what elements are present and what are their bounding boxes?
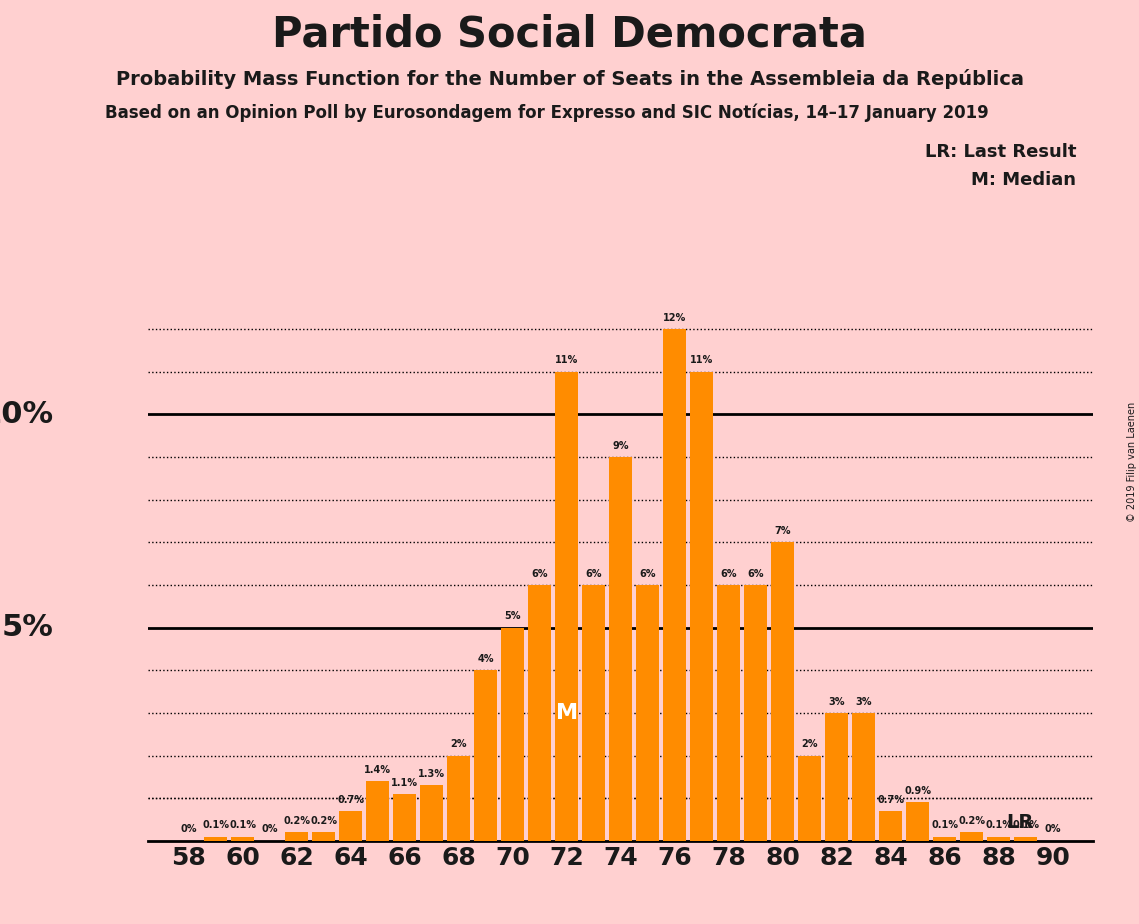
Text: 10%: 10%: [0, 400, 54, 429]
Text: 1.1%: 1.1%: [391, 777, 418, 787]
Bar: [528, 585, 551, 841]
Bar: [798, 756, 821, 841]
Text: 6%: 6%: [532, 568, 548, 578]
Bar: [285, 833, 309, 841]
Text: 6%: 6%: [639, 568, 656, 578]
Text: 3%: 3%: [828, 697, 845, 707]
Bar: [474, 670, 498, 841]
Bar: [960, 833, 983, 841]
Text: 11%: 11%: [690, 356, 713, 365]
Text: 0.1%: 0.1%: [229, 821, 256, 830]
Text: 11%: 11%: [555, 356, 579, 365]
Text: M: M: [556, 703, 577, 723]
Text: 2%: 2%: [802, 739, 818, 749]
Bar: [771, 542, 794, 841]
Text: M: Median: M: Median: [972, 171, 1076, 188]
Bar: [718, 585, 740, 841]
Bar: [933, 836, 957, 841]
Bar: [690, 371, 713, 841]
Bar: [501, 627, 524, 841]
Bar: [609, 457, 632, 841]
Bar: [393, 794, 416, 841]
Text: 9%: 9%: [613, 441, 629, 451]
Bar: [339, 811, 362, 841]
Bar: [448, 756, 470, 841]
Text: 0.9%: 0.9%: [904, 786, 932, 796]
Text: © 2019 Filip van Laenen: © 2019 Filip van Laenen: [1126, 402, 1137, 522]
Text: Partido Social Democrata: Partido Social Democrata: [272, 14, 867, 55]
Text: 6%: 6%: [585, 568, 603, 578]
Bar: [663, 329, 687, 841]
Text: 5%: 5%: [505, 611, 521, 621]
Text: 2%: 2%: [450, 739, 467, 749]
Text: Based on an Opinion Poll by Eurosondagem for Expresso and SIC Notícias, 14–17 Ja: Based on an Opinion Poll by Eurosondagem…: [105, 103, 989, 122]
Bar: [879, 811, 902, 841]
Text: 5%: 5%: [1, 614, 54, 642]
Text: 4%: 4%: [477, 654, 494, 663]
Text: 0.2%: 0.2%: [284, 816, 310, 826]
Bar: [231, 836, 254, 841]
Text: LR: LR: [1007, 813, 1034, 833]
Bar: [312, 833, 335, 841]
Bar: [852, 713, 876, 841]
Bar: [1015, 836, 1038, 841]
Text: 0%: 0%: [1044, 824, 1062, 834]
Bar: [582, 585, 605, 841]
Bar: [637, 585, 659, 841]
Text: 0.2%: 0.2%: [958, 816, 985, 826]
Text: 0.7%: 0.7%: [877, 795, 904, 805]
Bar: [744, 585, 768, 841]
Bar: [826, 713, 849, 841]
Text: 1.3%: 1.3%: [418, 769, 445, 779]
Text: 0.1%: 0.1%: [202, 821, 229, 830]
Bar: [204, 836, 227, 841]
Bar: [420, 785, 443, 841]
Text: LR: Last Result: LR: Last Result: [925, 143, 1076, 161]
Bar: [907, 802, 929, 841]
Bar: [366, 781, 390, 841]
Text: 6%: 6%: [747, 568, 764, 578]
Text: 0.7%: 0.7%: [337, 795, 364, 805]
Text: 0.1%: 0.1%: [932, 821, 958, 830]
Text: 0%: 0%: [261, 824, 278, 834]
Text: Probability Mass Function for the Number of Seats in the Assembleia da República: Probability Mass Function for the Number…: [115, 69, 1024, 90]
Text: 0.2%: 0.2%: [310, 816, 337, 826]
Text: 0.1%: 0.1%: [1013, 821, 1040, 830]
Text: 0.1%: 0.1%: [985, 821, 1013, 830]
Text: 1.4%: 1.4%: [364, 765, 391, 774]
Text: 3%: 3%: [855, 697, 872, 707]
Text: 7%: 7%: [775, 526, 792, 536]
Bar: [555, 371, 579, 841]
Text: 12%: 12%: [663, 312, 687, 322]
Bar: [988, 836, 1010, 841]
Text: 0%: 0%: [180, 824, 197, 834]
Text: 6%: 6%: [721, 568, 737, 578]
